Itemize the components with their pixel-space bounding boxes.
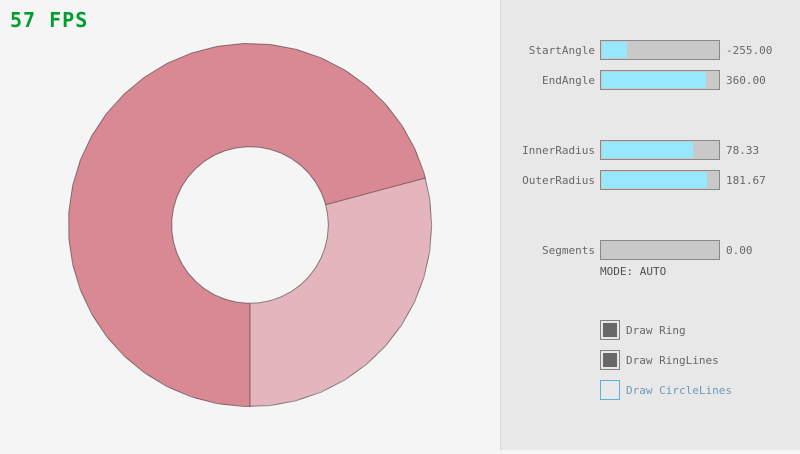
ring-sector-double-covered xyxy=(68,43,426,407)
segments-label: Segments xyxy=(542,243,595,257)
fps-counter: 57 FPS xyxy=(10,8,89,32)
slider-row-start-angle: StartAngle -255.00 xyxy=(500,40,772,60)
checkbox-draw-ringlines[interactable]: Draw RingLines xyxy=(600,350,719,370)
outer-radius-slider-fill xyxy=(602,172,708,188)
ring-graphic xyxy=(68,42,433,408)
checkbox-check-icon xyxy=(603,323,617,337)
segments-mode-label: MODE: AUTO xyxy=(600,265,667,278)
checkbox-draw-circlelines[interactable]: Draw CircleLines xyxy=(600,380,732,400)
outer-radius-label: OuterRadius xyxy=(522,173,595,187)
slider-row-end-angle: EndAngle 360.00 xyxy=(500,70,766,90)
start-angle-slider[interactable] xyxy=(600,40,720,60)
outer-radius-slider[interactable] xyxy=(600,170,720,190)
checkbox-draw-ring[interactable]: Draw Ring xyxy=(600,320,686,340)
checkbox-box-icon[interactable] xyxy=(600,320,620,340)
segments-value: 0.00 xyxy=(726,243,753,257)
checkbox-check-icon xyxy=(603,353,617,367)
checkbox-box-icon[interactable] xyxy=(600,350,620,370)
inner-radius-value: 78.33 xyxy=(726,143,760,157)
ring-canvas xyxy=(68,42,433,408)
ring-sector-single-covered xyxy=(250,177,432,407)
slider-row-segments: Segments 0.00 xyxy=(500,240,753,260)
checkbox-draw-ringlines-label: Draw RingLines xyxy=(626,353,719,367)
ring-outer-outline xyxy=(68,42,433,408)
ring-inner-outline xyxy=(171,146,329,304)
inner-radius-slider[interactable] xyxy=(600,140,720,160)
end-angle-slider[interactable] xyxy=(600,70,720,90)
start-angle-slider-fill xyxy=(602,42,628,58)
inner-radius-slider-fill xyxy=(602,142,693,158)
slider-row-inner-radius: InnerRadius 78.33 xyxy=(500,140,759,160)
checkbox-box-icon[interactable] xyxy=(600,380,620,400)
end-angle-label: EndAngle xyxy=(542,73,595,87)
end-angle-value: 360.00 xyxy=(726,73,766,87)
start-angle-label: StartAngle xyxy=(528,43,595,57)
checkbox-draw-circlelines-label: Draw CircleLines xyxy=(626,383,732,397)
ring-boundary-line xyxy=(325,177,426,206)
end-angle-slider-fill xyxy=(602,72,707,88)
inner-radius-label: InnerRadius xyxy=(522,143,595,157)
slider-row-outer-radius: OuterRadius 181.67 xyxy=(500,170,766,190)
checkbox-draw-ring-label: Draw Ring xyxy=(626,323,686,337)
start-angle-value: -255.00 xyxy=(726,43,773,57)
outer-radius-value: 181.67 xyxy=(726,173,766,187)
segments-slider[interactable] xyxy=(600,240,720,260)
